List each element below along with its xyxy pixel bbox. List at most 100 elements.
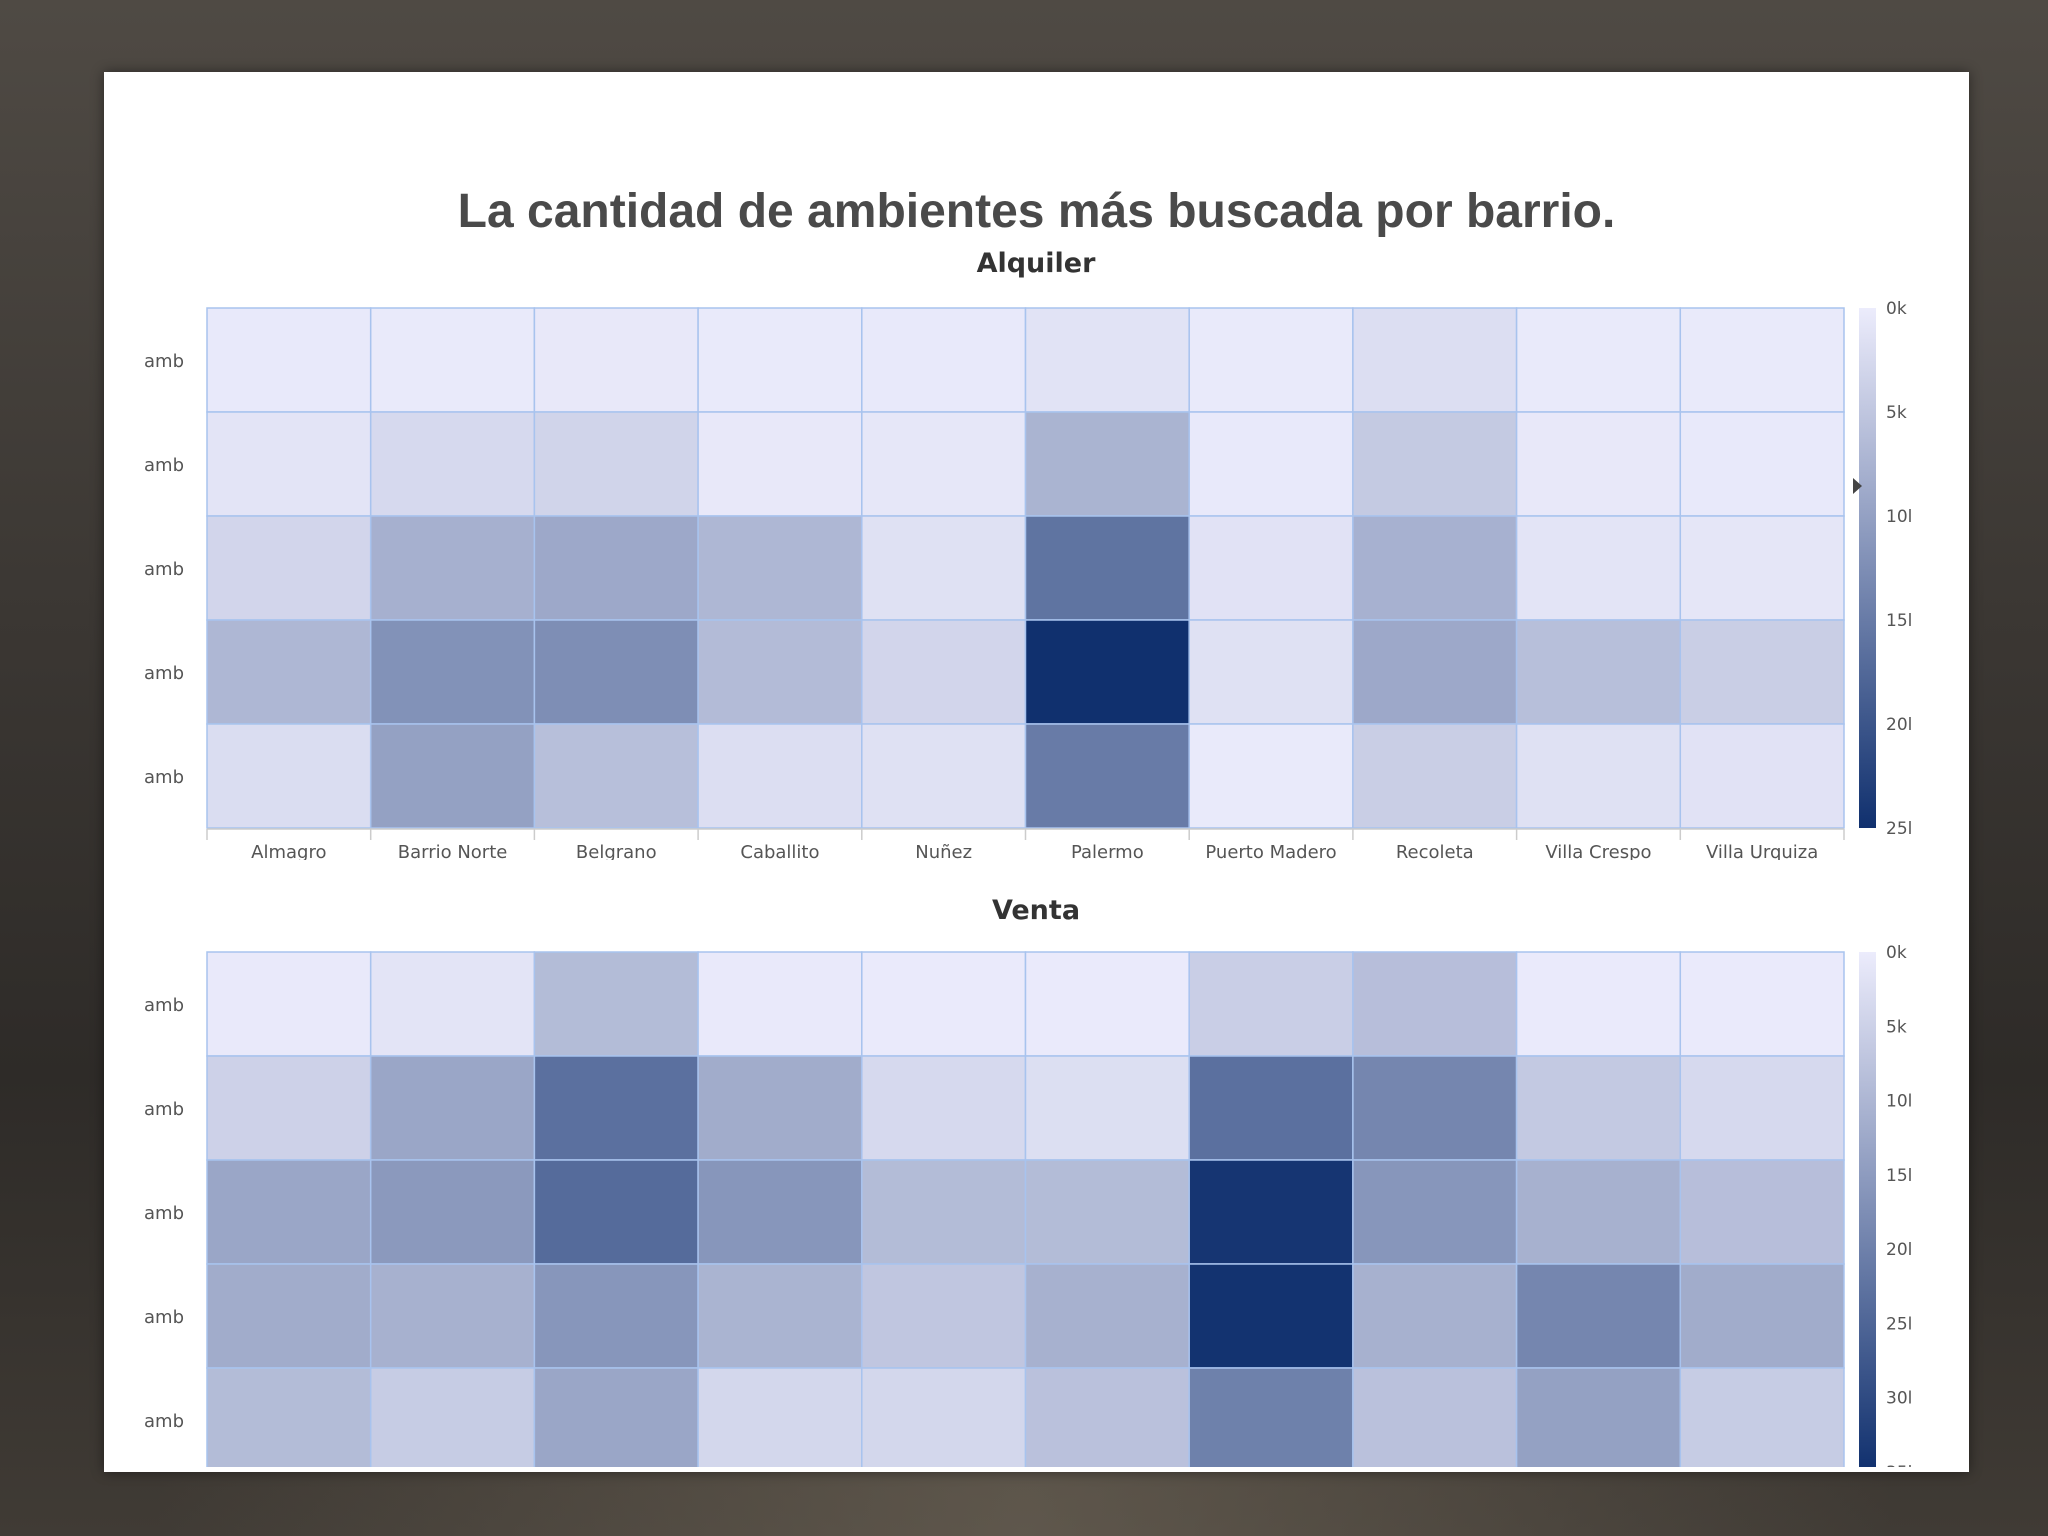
heatmap-cell[interactable] — [1515, 1055, 1682, 1161]
heatmap-cell[interactable] — [861, 515, 1027, 621]
heatmap-cell[interactable] — [1188, 1055, 1354, 1161]
heatmap-cell[interactable] — [1679, 951, 1845, 1057]
heatmap-cell[interactable] — [697, 1055, 863, 1161]
heatmap-cell[interactable] — [1188, 619, 1354, 725]
heatmap-cell[interactable] — [1679, 307, 1845, 413]
heatmap-cell[interactable] — [1188, 1367, 1354, 1467]
heatmap-cell[interactable] — [1352, 307, 1518, 413]
heatmap-cell[interactable] — [1188, 515, 1354, 621]
heatmap-cell[interactable] — [1515, 411, 1682, 517]
heatmap-cell[interactable] — [1352, 1055, 1518, 1161]
heatmap-cell[interactable] — [369, 515, 536, 621]
heatmap-cell[interactable] — [1679, 619, 1845, 725]
heatmap-cell[interactable] — [697, 307, 863, 413]
heatmap-cell[interactable] — [697, 1159, 863, 1265]
heatmap-cell[interactable] — [697, 411, 863, 517]
heatmap-cell[interactable] — [533, 1263, 699, 1369]
heatmap-cell[interactable] — [1188, 951, 1354, 1057]
heatmap-cell[interactable] — [1515, 1367, 1682, 1467]
heatmap-cell[interactable] — [1352, 411, 1518, 517]
heatmap-cell[interactable] — [369, 619, 536, 725]
heatmap-cell[interactable] — [533, 411, 699, 517]
heatmap-cell[interactable] — [861, 619, 1027, 725]
heatmap-cell[interactable] — [206, 307, 372, 413]
heatmap-cell[interactable] — [1024, 723, 1190, 829]
heatmap-cell[interactable] — [533, 723, 699, 829]
heatmap-cell[interactable] — [206, 723, 372, 829]
heatmap-cell[interactable] — [206, 515, 372, 621]
heatmap-cell[interactable] — [861, 1159, 1027, 1265]
heatmap-cell[interactable] — [697, 951, 863, 1057]
heatmap-cell[interactable] — [1352, 1367, 1518, 1467]
heatmap-cell[interactable] — [1515, 1159, 1682, 1265]
heatmap-cell[interactable] — [1352, 619, 1518, 725]
heatmap-cell[interactable] — [861, 1263, 1027, 1369]
heatmap-cell[interactable] — [206, 619, 372, 725]
heatmap-cell[interactable] — [861, 723, 1027, 829]
heatmap-cell[interactable] — [697, 1263, 863, 1369]
heatmap-cell[interactable] — [206, 1159, 372, 1265]
heatmap-cell[interactable] — [1024, 1055, 1190, 1161]
heatmap-cell[interactable] — [369, 307, 536, 413]
heatmap-cell[interactable] — [206, 1055, 372, 1161]
heatmap-cell[interactable] — [1352, 723, 1518, 829]
heatmap-cell[interactable] — [1352, 515, 1518, 621]
heatmap-cell[interactable] — [1024, 1367, 1190, 1467]
heatmap-cell[interactable] — [1679, 723, 1845, 829]
heatmap-cell[interactable] — [1024, 619, 1190, 725]
heatmap-cell[interactable] — [1679, 411, 1845, 517]
heatmap-cell[interactable] — [1024, 1159, 1190, 1265]
heatmap-cell[interactable] — [697, 1367, 863, 1467]
heatmap-cell[interactable] — [206, 951, 372, 1057]
heatmap-cell[interactable] — [861, 1367, 1027, 1467]
heatmap-cell[interactable] — [1188, 1159, 1354, 1265]
heatmap-cell[interactable] — [1515, 951, 1682, 1057]
heatmap-cell[interactable] — [369, 723, 536, 829]
heatmap-cell[interactable] — [533, 1055, 699, 1161]
heatmap-cell[interactable] — [1024, 515, 1190, 621]
heatmap-cell[interactable] — [861, 307, 1027, 413]
heatmap-cell[interactable] — [1024, 307, 1190, 413]
heatmap-cell[interactable] — [1352, 951, 1518, 1057]
heatmap-cell[interactable] — [1679, 1367, 1845, 1467]
heatmap-cell[interactable] — [1515, 1263, 1682, 1369]
heatmap-cell[interactable] — [1188, 307, 1354, 413]
heatmap-cell[interactable] — [1352, 1159, 1518, 1265]
heatmap-cell[interactable] — [1679, 1055, 1845, 1161]
heatmap-cell[interactable] — [1352, 1263, 1518, 1369]
heatmap-cell[interactable] — [1679, 1263, 1845, 1369]
heatmap-cell[interactable] — [1024, 1263, 1190, 1369]
heatmap-cell[interactable] — [533, 619, 699, 725]
heatmap-cell[interactable] — [1188, 723, 1354, 829]
heatmap-cell[interactable] — [697, 723, 863, 829]
heatmap-cell[interactable] — [1024, 411, 1190, 517]
heatmap-cell[interactable] — [1679, 515, 1845, 621]
heatmap-cell[interactable] — [1679, 1159, 1845, 1265]
heatmap-cell[interactable] — [1188, 411, 1354, 517]
heatmap-cell[interactable] — [1515, 515, 1682, 621]
heatmap-cell[interactable] — [533, 1159, 699, 1265]
heatmap-cell[interactable] — [1024, 951, 1190, 1057]
heatmap-cell[interactable] — [369, 1159, 536, 1265]
heatmap-cell[interactable] — [533, 951, 699, 1057]
heatmap-cell[interactable] — [369, 951, 536, 1057]
heatmap-cell[interactable] — [533, 1367, 699, 1467]
heatmap-cell[interactable] — [369, 1055, 536, 1161]
heatmap-cell[interactable] — [861, 1055, 1027, 1161]
heatmap-cell[interactable] — [369, 1263, 536, 1369]
heatmap-cell[interactable] — [1188, 1263, 1354, 1369]
heatmap-cell[interactable] — [1515, 723, 1682, 829]
heatmap-cell[interactable] — [861, 411, 1027, 517]
heatmap-cell[interactable] — [861, 951, 1027, 1057]
heatmap-cell[interactable] — [697, 515, 863, 621]
heatmap-cell[interactable] — [369, 1367, 536, 1467]
heatmap-cell[interactable] — [1515, 307, 1682, 413]
heatmap-cell[interactable] — [369, 411, 536, 517]
heatmap-cell[interactable] — [533, 515, 699, 621]
heatmap-cell[interactable] — [533, 307, 699, 413]
heatmap-cell[interactable] — [206, 1263, 372, 1369]
heatmap-cell[interactable] — [206, 1367, 372, 1467]
heatmap-cell[interactable] — [697, 619, 863, 725]
heatmap-cell[interactable] — [1515, 619, 1682, 725]
heatmap-cell[interactable] — [206, 411, 372, 517]
